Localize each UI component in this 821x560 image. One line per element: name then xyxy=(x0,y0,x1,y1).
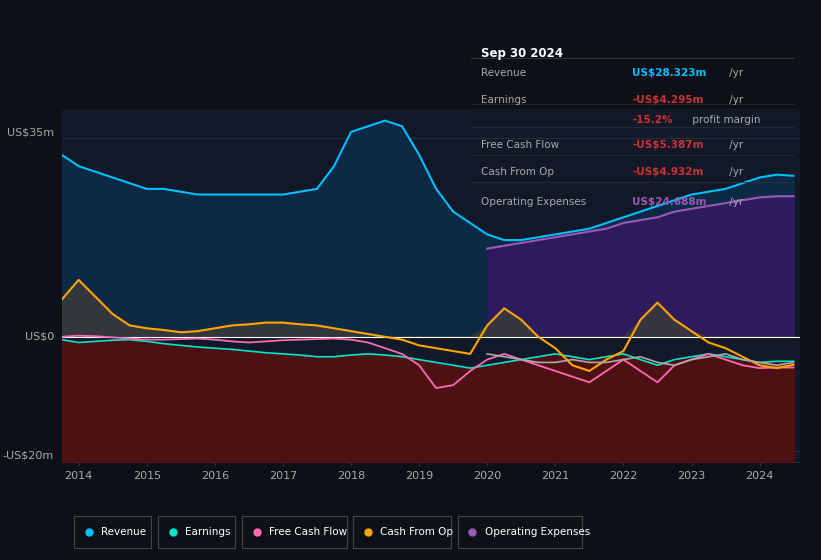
Text: /yr: /yr xyxy=(727,197,744,207)
Text: Earnings: Earnings xyxy=(185,527,231,537)
Text: US$24.688m: US$24.688m xyxy=(632,197,707,207)
Text: -US$4.295m: -US$4.295m xyxy=(632,95,704,105)
Text: Cash From Op: Cash From Op xyxy=(380,527,453,537)
Text: Earnings: Earnings xyxy=(481,95,526,105)
Text: /yr: /yr xyxy=(727,95,744,105)
Text: Operating Expenses: Operating Expenses xyxy=(484,527,589,537)
Text: -US$5.387m: -US$5.387m xyxy=(632,140,704,150)
Text: US$0: US$0 xyxy=(25,332,54,342)
Text: /yr: /yr xyxy=(727,167,744,177)
Text: Sep 30 2024: Sep 30 2024 xyxy=(481,47,562,60)
Text: profit margin: profit margin xyxy=(689,115,760,125)
Text: US$28.323m: US$28.323m xyxy=(632,68,707,78)
Text: -15.2%: -15.2% xyxy=(632,115,672,125)
Text: -US$20m: -US$20m xyxy=(3,451,54,461)
Text: Free Cash Flow: Free Cash Flow xyxy=(481,140,559,150)
Text: -US$4.932m: -US$4.932m xyxy=(632,167,704,177)
Text: /yr: /yr xyxy=(727,68,744,78)
Text: Revenue: Revenue xyxy=(101,527,146,537)
Text: Free Cash Flow: Free Cash Flow xyxy=(269,527,347,537)
Text: Operating Expenses: Operating Expenses xyxy=(481,197,586,207)
Text: US$35m: US$35m xyxy=(7,128,54,138)
Text: /yr: /yr xyxy=(727,140,744,150)
Text: Revenue: Revenue xyxy=(481,68,525,78)
Text: Cash From Op: Cash From Op xyxy=(481,167,553,177)
